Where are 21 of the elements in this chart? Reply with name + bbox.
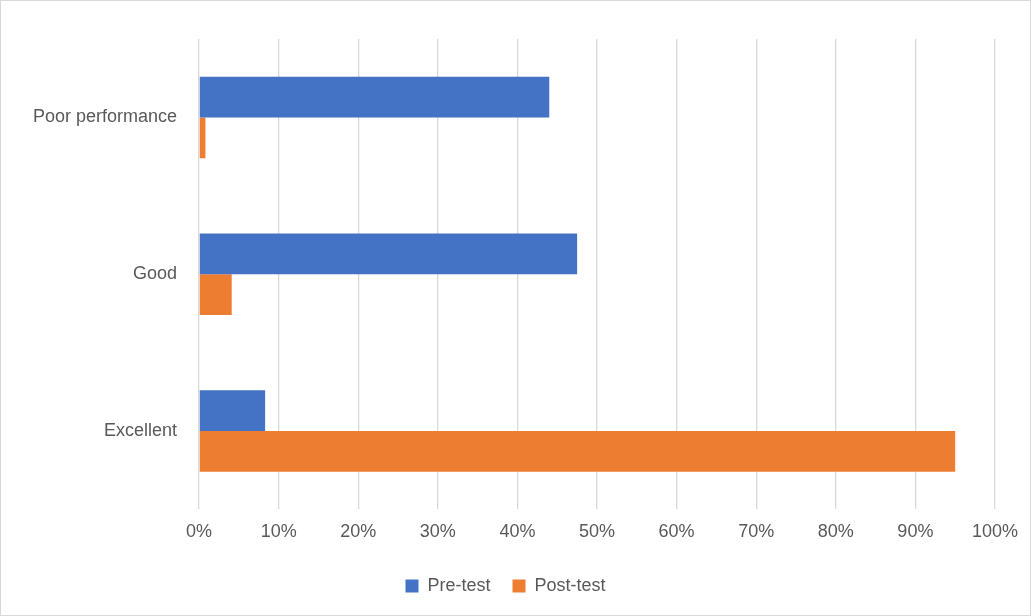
y-tick-label: Poor performance bbox=[32, 106, 178, 127]
bar bbox=[199, 274, 232, 315]
x-tick-label: 40% bbox=[499, 521, 536, 542]
x-tick-label: 100% bbox=[971, 521, 1018, 542]
x-tick-label: 80% bbox=[817, 521, 854, 542]
bar bbox=[199, 390, 266, 431]
x-tick-label: 20% bbox=[340, 521, 377, 542]
x-tick-label: 90% bbox=[897, 521, 934, 542]
bar bbox=[199, 76, 550, 118]
x-tick-label: 30% bbox=[419, 521, 456, 542]
y-tick-label: Excellent bbox=[104, 419, 178, 440]
y-tick-label: Good bbox=[133, 263, 178, 284]
legend-label: Pre-test bbox=[427, 574, 491, 595]
x-tick-label: 60% bbox=[658, 521, 695, 542]
bar bbox=[199, 431, 956, 472]
x-tick-label: 10% bbox=[260, 521, 297, 542]
x-tick-label: 0% bbox=[186, 521, 213, 542]
legend-label: Post-test bbox=[534, 574, 606, 595]
x-tick-label: 70% bbox=[738, 521, 775, 542]
x-tick-label: 50% bbox=[579, 521, 616, 542]
bar bbox=[199, 233, 578, 275]
